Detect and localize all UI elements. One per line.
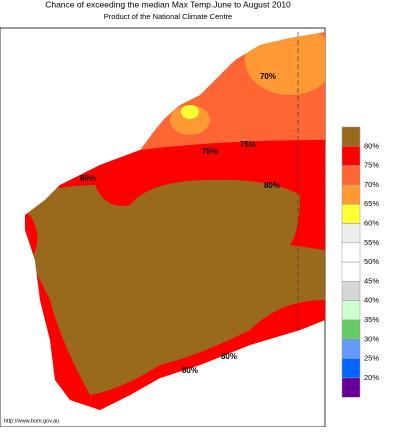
legend-label: 25% <box>364 354 379 363</box>
legend-swatch <box>341 203 361 224</box>
footer-url: http://www.bom.gov.au <box>4 418 59 424</box>
region-60 <box>181 105 199 119</box>
contour-label: 75% <box>202 147 218 156</box>
legend-label: 35% <box>364 315 379 324</box>
legend-label: 80% <box>364 141 379 150</box>
contour-label: 80% <box>221 352 237 361</box>
contour-label: 80% <box>182 366 198 375</box>
legend-swatch <box>341 184 361 205</box>
title: Chance of exceeding the median Max Temp.… <box>45 0 291 9</box>
subtitle: Product of the National Climate Centre <box>104 12 232 21</box>
legend-swatch <box>341 261 361 282</box>
legend-label: 75% <box>364 161 379 170</box>
legend-label: 65% <box>364 199 379 208</box>
legend-swatch <box>341 281 361 301</box>
legend-label: 20% <box>364 373 379 382</box>
legend-swatch <box>341 319 361 340</box>
legend-label: 50% <box>364 257 379 266</box>
contour-label: 75% <box>240 140 256 149</box>
legend-swatch <box>341 339 361 359</box>
legend-swatch <box>341 377 361 398</box>
legend-swatch <box>341 300 361 321</box>
legend-swatch <box>341 242 361 263</box>
legend-label: 55% <box>364 238 379 247</box>
legend-swatch <box>341 146 361 166</box>
region-65 <box>170 105 210 135</box>
legend-swatch <box>341 165 361 186</box>
legend-label: 70% <box>364 180 379 189</box>
contour-label: 80% <box>80 174 96 183</box>
contour-label: 70% <box>260 72 276 81</box>
legend-label: 30% <box>364 334 379 343</box>
legend: 80% 75% 70% 65% 60% 55% 50% 45% 40% 35% 30% 25% 20% <box>341 126 379 398</box>
legend-label: 40% <box>364 296 379 305</box>
legend-swatch <box>341 358 361 379</box>
legend-swatch <box>341 126 361 147</box>
contour-label: 80% <box>264 181 280 190</box>
legend-label: 45% <box>364 276 379 285</box>
legend-swatch <box>341 223 361 244</box>
region-80 <box>25 179 325 395</box>
legend-label: 60% <box>364 218 379 227</box>
